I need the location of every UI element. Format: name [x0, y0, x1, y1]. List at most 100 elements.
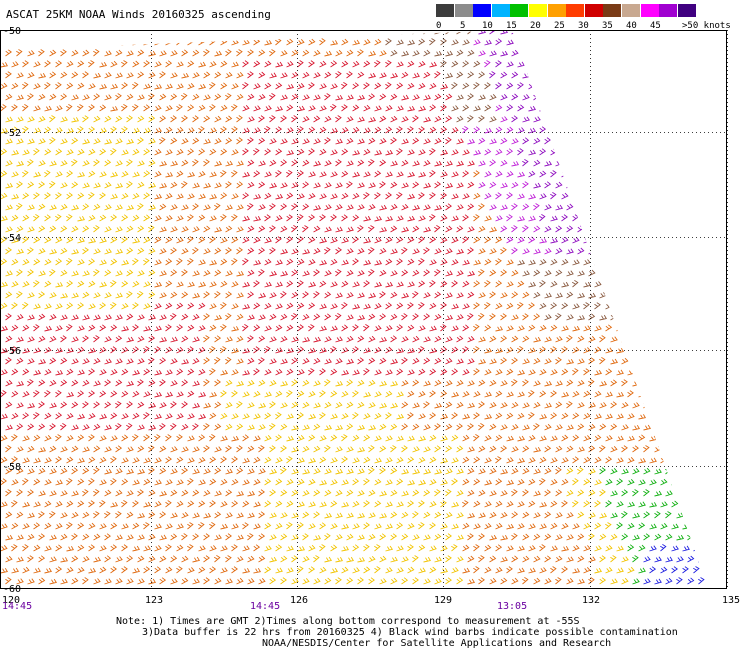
wind-barb	[275, 522, 283, 530]
wind-barb	[682, 38, 690, 46]
wind-barb	[352, 60, 360, 68]
wind-barb	[616, 545, 624, 552]
wind-barb	[539, 390, 547, 398]
wind-barb	[0, 456, 8, 464]
wind-barb	[495, 38, 503, 46]
wind-barb	[412, 269, 420, 277]
wind-barb	[363, 104, 371, 112]
wind-barb	[396, 347, 404, 354]
wind-barb	[506, 545, 514, 552]
wind-barb	[445, 533, 452, 541]
wind-barb	[682, 104, 690, 112]
wind-barb	[198, 434, 206, 442]
wind-barb	[247, 116, 255, 123]
wind-barb	[192, 357, 200, 365]
wind-barb	[247, 291, 255, 299]
wind-barb	[77, 82, 85, 90]
wind-barb	[368, 203, 376, 211]
wind-barb	[698, 358, 706, 365]
wind-barb	[528, 369, 536, 376]
wind-barb	[352, 412, 359, 420]
wind-barb	[154, 84, 162, 90]
wind-barb	[308, 281, 317, 288]
wind-barb	[104, 115, 112, 123]
wind-barb	[429, 368, 437, 376]
wind-barb	[280, 445, 287, 453]
wind-barb	[313, 357, 321, 365]
wind-barb	[693, 456, 700, 464]
wind-barb	[467, 467, 475, 475]
wind-barb	[302, 336, 310, 343]
wind-barb	[176, 258, 183, 266]
wind-barb	[352, 390, 359, 398]
wind-barb	[341, 545, 349, 552]
wind-barb	[489, 577, 497, 585]
wind-barb	[555, 424, 563, 431]
wind-barb	[506, 412, 514, 420]
wind-barb	[649, 60, 657, 68]
wind-barb	[341, 369, 350, 376]
wind-barb	[170, 137, 178, 145]
wind-barb	[495, 566, 503, 574]
wind-barb	[77, 60, 85, 68]
wind-barb	[632, 555, 639, 563]
wind-barb	[242, 148, 249, 156]
wind-barb	[324, 204, 332, 211]
wind-barb	[209, 281, 217, 288]
wind-barb	[671, 523, 679, 530]
wind-barb	[522, 116, 530, 123]
wind-barb	[33, 38, 41, 46]
wind-barb	[143, 192, 151, 200]
wind-barb	[517, 193, 525, 200]
wind-barb	[698, 380, 706, 387]
wind-barb	[170, 181, 178, 189]
wind-barb	[165, 193, 173, 200]
wind-barb	[236, 270, 245, 277]
wind-barb	[638, 391, 646, 398]
wind-barb	[572, 390, 580, 398]
wind-barb	[649, 280, 656, 288]
wind-barb	[484, 236, 492, 244]
wind-barb	[115, 534, 123, 541]
wind-barb	[319, 501, 327, 508]
wind-barb	[93, 401, 100, 409]
wind-barb	[137, 358, 145, 365]
wind-barb	[110, 280, 117, 288]
wind-barb	[104, 489, 112, 497]
wind-barb	[66, 170, 74, 178]
wind-barb	[214, 357, 221, 365]
wind-barb	[324, 137, 331, 145]
wind-barb	[401, 116, 409, 123]
wind-barb	[539, 501, 548, 508]
wind-barb	[324, 226, 332, 233]
wind-barb	[187, 522, 194, 530]
wind-barb	[583, 368, 590, 376]
wind-barb	[539, 60, 547, 68]
wind-barb	[649, 148, 657, 156]
wind-barb	[264, 545, 272, 552]
wind-barb	[5, 379, 13, 387]
wind-barb	[44, 192, 51, 200]
wind-barb	[55, 325, 63, 332]
wind-barb	[423, 489, 431, 497]
wind-barb	[159, 402, 167, 409]
wind-barb	[412, 511, 419, 519]
wind-barb	[550, 126, 557, 134]
wind-barb	[385, 567, 393, 574]
wind-barb	[665, 225, 672, 233]
wind-barb	[555, 512, 563, 519]
latitude-label: -56	[3, 346, 21, 357]
wind-barb	[539, 302, 547, 310]
wind-barb	[242, 215, 251, 222]
wind-barb	[165, 391, 174, 398]
wind-barb	[269, 489, 277, 497]
wind-barb	[583, 302, 590, 310]
wind-barb	[148, 489, 156, 497]
wind-barb	[242, 236, 250, 244]
wind-barb	[66, 566, 74, 574]
wind-barb	[539, 456, 547, 464]
wind-barb	[660, 544, 667, 552]
wind-barb	[154, 39, 162, 46]
wind-barb	[588, 160, 596, 167]
wind-barb	[115, 401, 122, 409]
